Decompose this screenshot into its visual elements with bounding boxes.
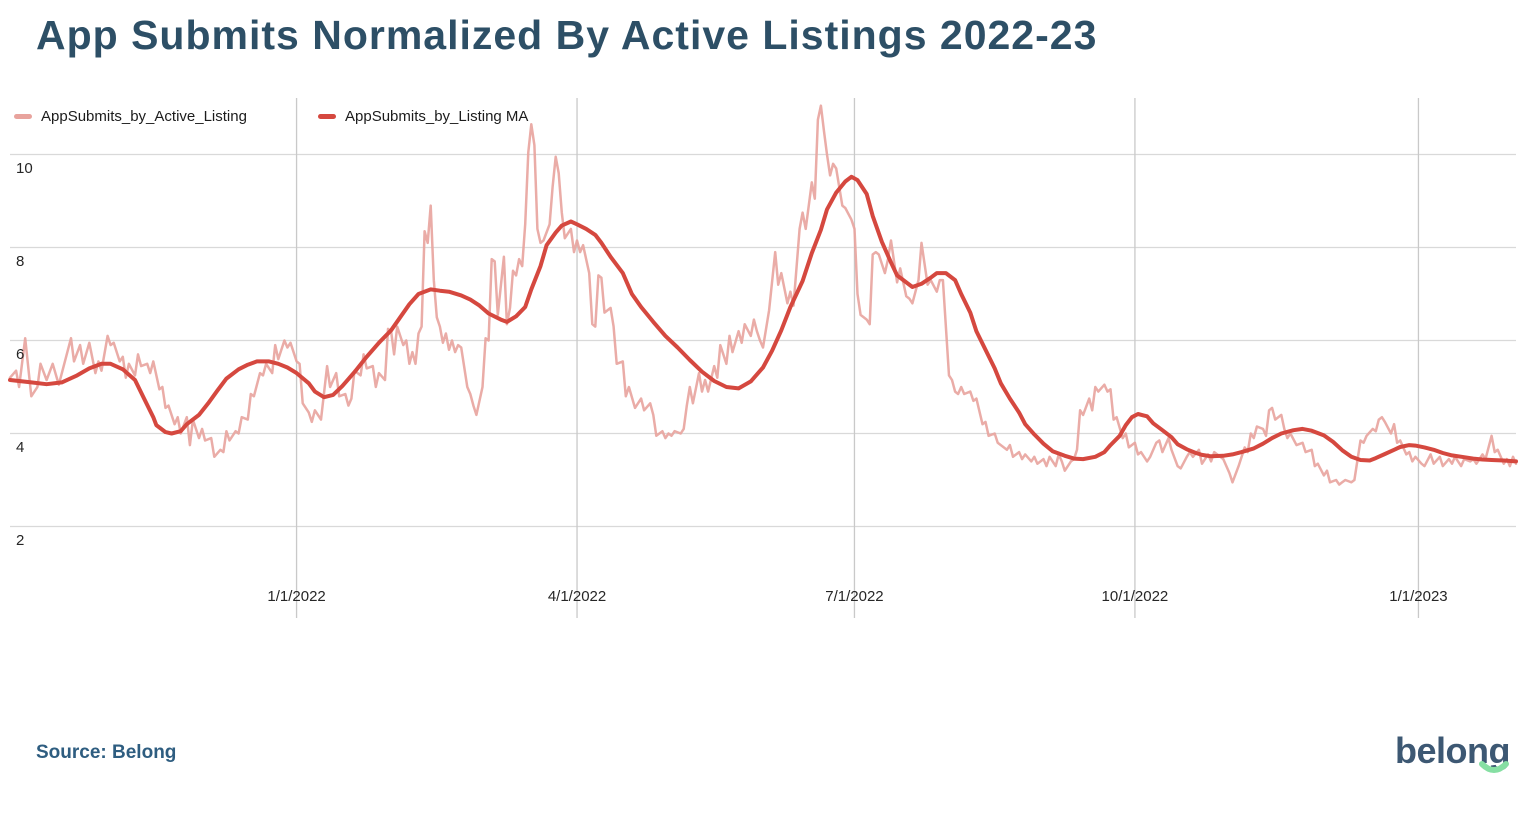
x-tick-label: 1/1/2023 [1389,588,1448,605]
legend-label: AppSubmits_by_Active_Listing [41,108,247,125]
logo-smile-icon [1479,761,1509,773]
series-AppSubmits_by_Active_Listing [8,104,1518,486]
page-title: App Submits Normalized By Active Listing… [36,12,1098,58]
x-tick-label: 1/1/2022 [267,588,326,605]
belong-wordmark: belong [1395,730,1510,771]
y-tick-label: 2 [16,531,25,549]
x-tick-label: 10/1/2022 [1101,588,1169,605]
legend-item-app-submits-by-active-listing: AppSubmits_by_Active_Listing [14,108,247,125]
series-AppSubmits_by_Listing MA [8,174,1518,464]
legend-swatch-raw-icon [14,114,32,119]
x-tick-label: 7/1/2022 [825,588,884,605]
legend-item-app-submits-by-listing-ma: AppSubmits_by_Listing MA [318,108,528,125]
x-tick-label: 4/1/2022 [547,588,607,605]
y-tick-label: 4 [16,438,25,456]
y-tick-label: 8 [16,252,25,270]
y-tick-label: 10 [16,159,33,177]
belong-logo: belong [1395,730,1510,773]
legend-label: AppSubmits_by_Listing MA [345,108,529,125]
y-tick-label: 6 [16,345,25,363]
chart-series [8,104,1518,486]
legend-swatch-ma-icon [318,114,336,119]
source-caption: Source: Belong [36,742,177,763]
vertical-gridlines [295,98,1420,618]
